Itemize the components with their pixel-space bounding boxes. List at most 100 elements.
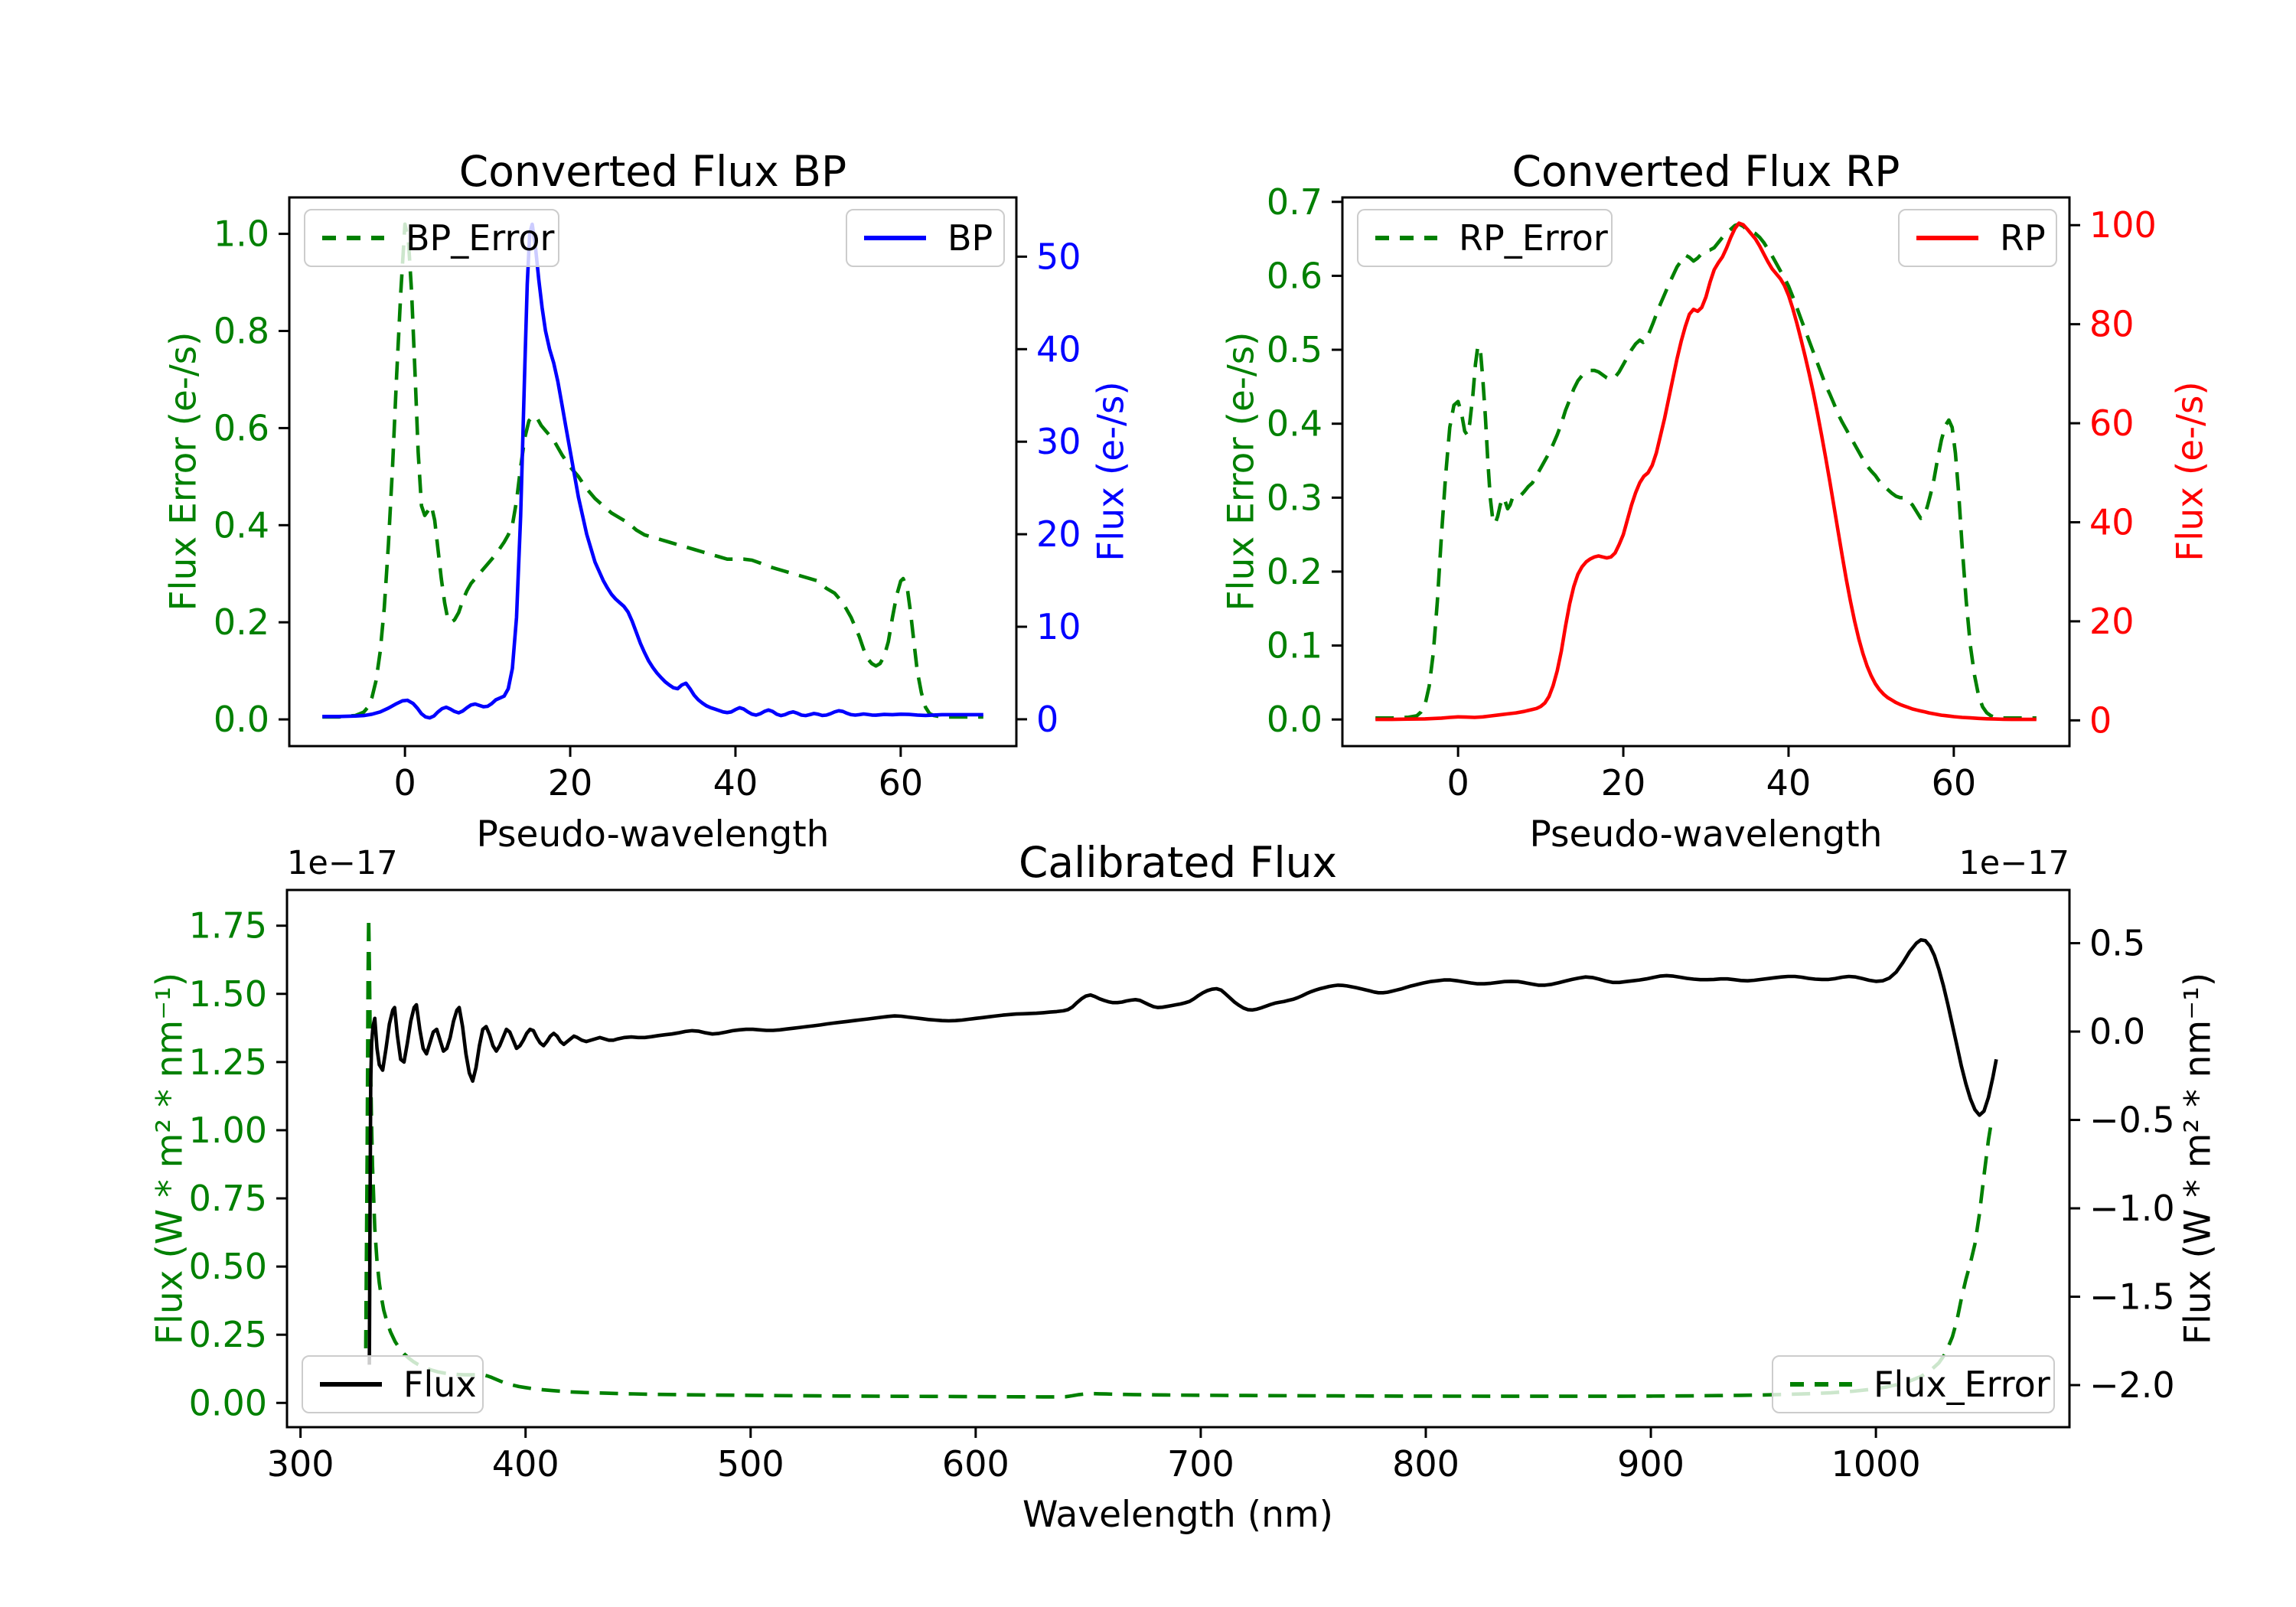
- offset-text-left: 1e−17: [287, 844, 398, 882]
- flux-error-line-sample: [1790, 1382, 1852, 1387]
- plot-title-rp: Converted Flux RP: [1512, 147, 1900, 196]
- y-label-rp-flux-text: Flux (e-/s): [2169, 381, 2212, 562]
- converted-flux-rp-y-right-tick-label: 80: [2089, 304, 2135, 345]
- bp-error-curve: [322, 222, 983, 719]
- legend-rp-error: RP_Error: [1357, 209, 1613, 267]
- legend-label-rp: RP: [2000, 217, 2046, 259]
- legend-rp: RP: [1898, 209, 2057, 267]
- calibrated-flux-y-left-tick-label: 0.25: [189, 1314, 267, 1355]
- calibrated-flux-x-tick-label: 900: [1617, 1443, 1684, 1485]
- calibrated-flux-y-left-tick-label: 1.00: [189, 1110, 267, 1151]
- converted-flux-rp-y-left-tick-label: 0.6: [1267, 255, 1322, 296]
- calibrated-flux-x-tick-label: 500: [717, 1443, 784, 1485]
- calibrated-flux-x-tick-label: 800: [1392, 1443, 1459, 1485]
- y-label-bp-flux-text: Flux (e-/s): [1090, 381, 1133, 562]
- converted-flux-bp-y-left-tick-label: 0.4: [214, 504, 269, 546]
- flux-curve: [367, 937, 1998, 1365]
- converted-flux-bp-x-tick-label: 0: [393, 762, 416, 804]
- calibrated-flux-y-right-tick-label: −0.5: [2089, 1100, 2175, 1141]
- calibrated-flux-curves-group: [364, 915, 1998, 1399]
- legend-label-rp-error: RP_Error: [1459, 217, 1608, 259]
- calibrated-flux-y-left-tick-label: 0.50: [189, 1246, 267, 1287]
- calibrated-flux-y-right-tick-label: 0.0: [2089, 1011, 2145, 1052]
- converted-flux-rp-curves-group: [1375, 221, 2037, 722]
- x-label-bp: Pseudo-wavelength: [476, 813, 830, 856]
- converted-flux-rp-y-left-tick-label: 0.7: [1267, 181, 1322, 223]
- calibrated-flux-x-tick-label: 400: [492, 1443, 559, 1485]
- converted-flux-rp-x-tick-label: 60: [1932, 762, 1977, 804]
- converted-flux-rp-y-left-tick-label: 0.5: [1267, 329, 1322, 370]
- y-label-calibrated-right-text: Flux (W * m² * nm⁻¹): [2177, 972, 2219, 1345]
- converted-flux-bp-axes-box: [288, 196, 1018, 748]
- calibrated-flux-y-right-tick-label: −2.0: [2089, 1364, 2175, 1406]
- converted-flux-rp-y-left-tick-label: 0.1: [1267, 625, 1322, 667]
- converted-flux-rp-y-right-tick-label: 60: [2089, 403, 2135, 444]
- legend-label-flux: Flux: [403, 1364, 477, 1405]
- x-label-rp: Pseudo-wavelength: [1529, 813, 1883, 856]
- converted-flux-bp-x-tick-label: 20: [548, 762, 593, 804]
- flux-line-sample: [320, 1382, 382, 1387]
- y-label-calibrated-left-text: Flux (W * m² * nm⁻¹): [148, 972, 191, 1345]
- calibrated-flux-x-tick-label: 300: [267, 1443, 334, 1485]
- converted-flux-rp-y-right-tick-label: 100: [2089, 204, 2157, 246]
- calibrated-flux-y-right-tick-label: 0.5: [2089, 923, 2145, 964]
- rp-curve: [1375, 221, 2037, 722]
- converted-flux-bp-y-left-tick-label: 0.2: [214, 601, 269, 643]
- converted-flux-bp-y-left-tick-label: 1.0: [214, 214, 269, 255]
- legend-label-flux-error: Flux_Error: [1874, 1364, 2050, 1405]
- converted-flux-rp-y-right-tick-label: 40: [2089, 502, 2135, 543]
- calibrated-flux-x-tick-label: 1000: [1831, 1443, 1921, 1485]
- calibrated-flux-y-left-tick-label: 1.25: [189, 1041, 267, 1083]
- converted-flux-bp-y-right-tick-label: 50: [1036, 236, 1081, 277]
- rp-line-sample: [1916, 236, 1978, 240]
- x-label-wavelength: Wavelength (nm): [1022, 1494, 1333, 1536]
- converted-flux-bp-y-right-tick-label: 40: [1036, 328, 1081, 370]
- legend-label-bp: BP: [947, 217, 993, 259]
- converted-flux-bp-y-right-tick-label: 20: [1036, 513, 1081, 555]
- calibrated-flux-axes-box: [285, 888, 2071, 1429]
- calibrated-flux-y-left-tick-label: 0.75: [189, 1178, 267, 1219]
- converted-flux-rp-y-right-tick-label: 0: [2089, 699, 2112, 741]
- legend-bp-error: BP_Error: [304, 209, 559, 267]
- calibrated-flux-x-tick-label: 600: [942, 1443, 1009, 1485]
- calibrated-flux-y-right-tick-label: −1.5: [2089, 1276, 2175, 1318]
- converted-flux-rp-y-left-tick-label: 0.3: [1267, 477, 1322, 518]
- converted-flux-bp-y-right-tick-label: 30: [1036, 421, 1081, 462]
- converted-flux-rp-y-left-tick-label: 0.4: [1267, 403, 1322, 445]
- rp-error-line-sample: [1375, 236, 1437, 240]
- converted-flux-rp-y-left-tick-label: 0.0: [1267, 699, 1322, 740]
- legend-flux-error: Flux_Error: [1772, 1355, 2055, 1413]
- converted-flux-bp-curves-group: [322, 222, 983, 720]
- converted-flux-bp-x-tick-label: 60: [879, 762, 924, 804]
- converted-flux-bp-y-left-tick-label: 0.6: [214, 407, 269, 448]
- converted-flux-rp-x-tick-label: 40: [1766, 762, 1812, 804]
- converted-flux-bp-y-left-tick-label: 0.0: [214, 699, 269, 740]
- legend-label-bp-error: BP_Error: [406, 217, 555, 259]
- calibrated-flux-x-tick-label: 700: [1167, 1443, 1234, 1485]
- converted-flux-bp-y-right-tick-label: 10: [1036, 606, 1081, 647]
- calibrated-flux-y-left-tick-label: 1.75: [189, 905, 267, 947]
- converted-flux-bp-y-left-tick-label: 0.8: [214, 310, 269, 351]
- converted-flux-rp-y-right-tick-label: 20: [2089, 601, 2135, 642]
- rp-error-curve: [1375, 222, 2037, 720]
- converted-flux-bp-y-right-tick-label: 0: [1036, 699, 1058, 740]
- offset-text-right: 1e−17: [1958, 844, 2069, 882]
- converted-flux-rp-x-tick-label: 0: [1446, 762, 1469, 804]
- bp-line-sample: [864, 236, 926, 240]
- converted-flux-rp-axes-box: [1341, 196, 2071, 748]
- legend-bp: BP: [846, 209, 1005, 267]
- bp-curve: [322, 222, 983, 720]
- y-label-bp-error-text: Flux Error (e-/s): [162, 331, 205, 611]
- y-label-rp-error-text: Flux Error (e-/s): [1220, 331, 1263, 611]
- converted-flux-bp-x-tick-label: 40: [713, 762, 758, 804]
- converted-flux-rp-x-tick-label: 20: [1601, 762, 1646, 804]
- legend-flux: Flux: [302, 1355, 484, 1413]
- plot-title-bp: Converted Flux BP: [458, 147, 847, 196]
- calibrated-flux-y-left-tick-label: 0.00: [189, 1382, 267, 1423]
- converted-flux-rp-y-left-tick-label: 0.2: [1267, 551, 1322, 592]
- bp-error-line-sample: [322, 236, 384, 240]
- flux-error-curve: [364, 915, 1994, 1399]
- calibrated-flux-y-right-tick-label: −1.0: [2089, 1188, 2175, 1229]
- plot-title-calibrated: Calibrated Flux: [1018, 838, 1338, 887]
